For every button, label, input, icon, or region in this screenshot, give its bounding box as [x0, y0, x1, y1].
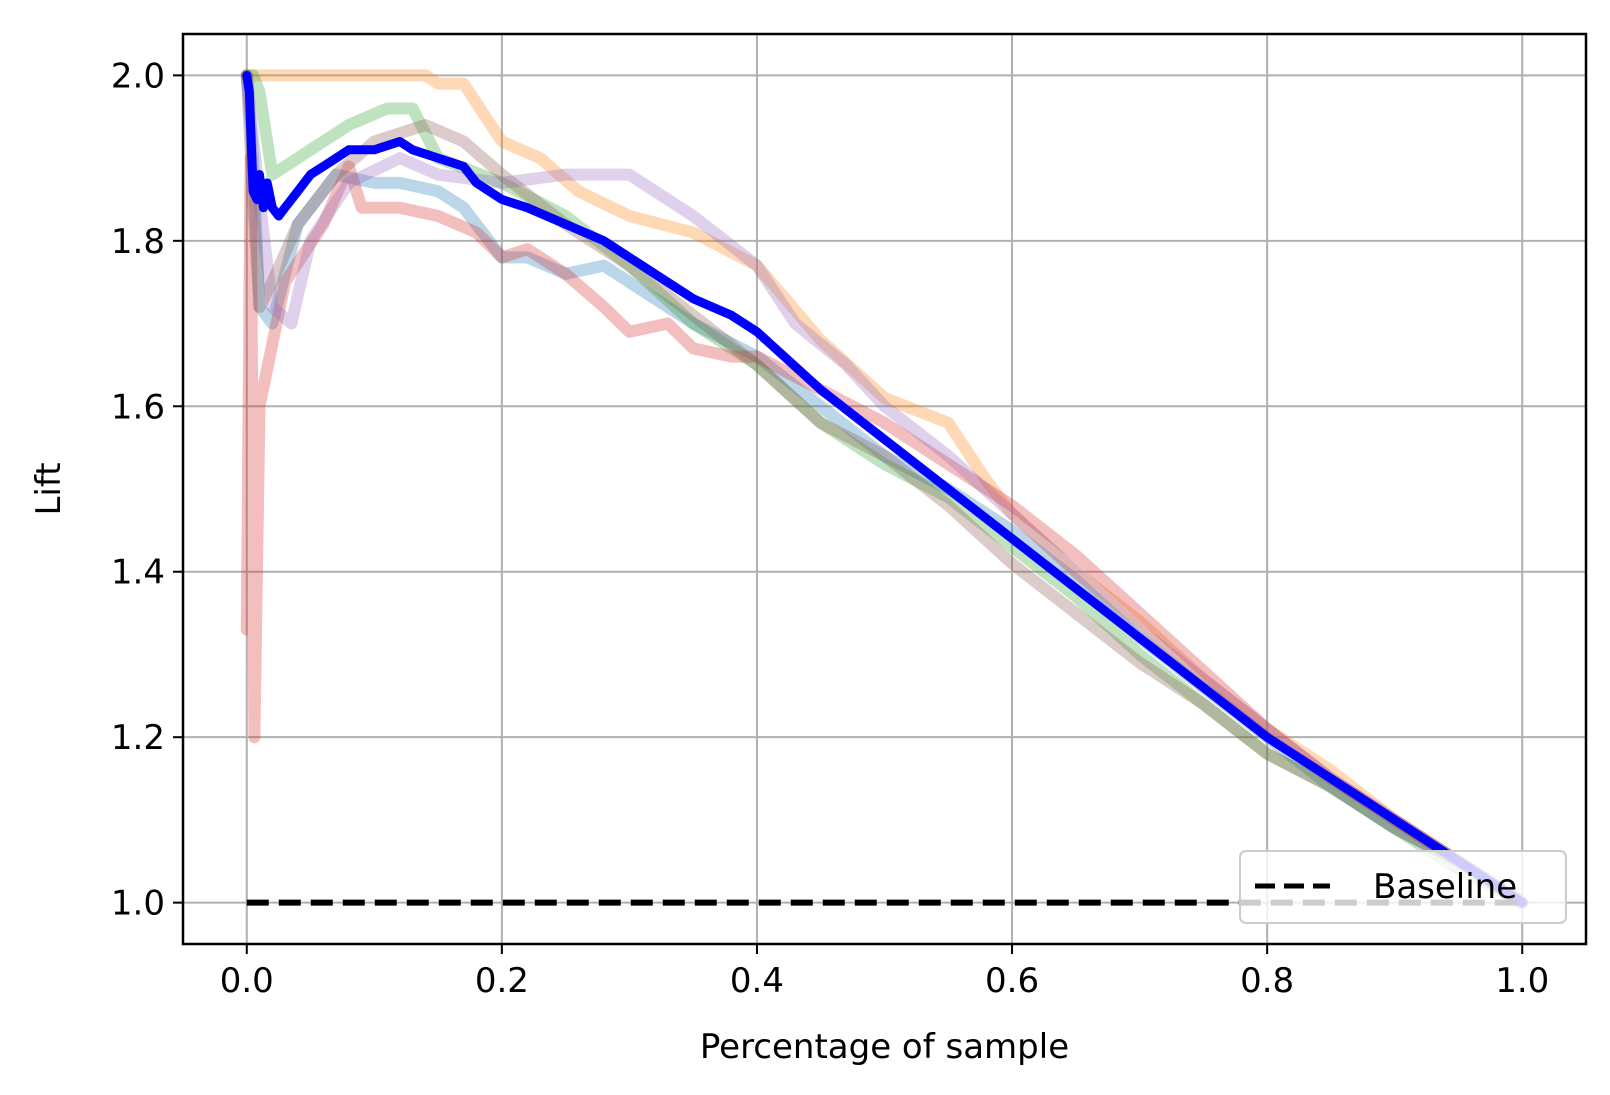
y-tick-label: 1.0: [111, 884, 165, 924]
legend-box: [1239, 850, 1567, 924]
x-tick-label: 0.4: [730, 961, 784, 1001]
x-tick-label: 0.2: [475, 961, 529, 1001]
plot-frame: [181, 32, 1588, 946]
legend: Baseline: [1239, 850, 1567, 924]
fold-lift-line-5: [240, 69, 1529, 909]
x-tick-label: 0.0: [220, 961, 274, 1001]
series-layer: [240, 69, 1529, 909]
y-tick-label: 2.0: [111, 56, 165, 96]
y-tick-label: 1.8: [111, 222, 165, 262]
y-axis-label: Lift: [29, 462, 69, 515]
legend-baseline-label: Baseline: [1373, 867, 1517, 907]
y-tick-label: 1.4: [111, 553, 165, 593]
x-tick-label: 0.8: [1240, 961, 1294, 1001]
x-tick-label: 1.0: [1495, 961, 1549, 1001]
fold-lift-line-2: [240, 69, 1529, 909]
y-tick-label: 1.6: [111, 387, 165, 427]
mean-lift-line: [242, 70, 1527, 908]
y-tick-label: 1.2: [111, 718, 165, 758]
fold-lift-line-6: [240, 69, 1529, 909]
x-axis-label: Percentage of sample: [700, 1027, 1069, 1067]
fold-lift-line-3: [240, 69, 1529, 909]
grid: [183, 34, 1586, 944]
x-tick-label: 0.6: [985, 961, 1039, 1001]
ticks: 0.0 0.2 0.4 0.6 0.8 1.0 1.0 1.2 1.4 1.6 1.8 2.0: [111, 56, 1549, 1001]
fold-lift-line-4: [240, 152, 1529, 909]
